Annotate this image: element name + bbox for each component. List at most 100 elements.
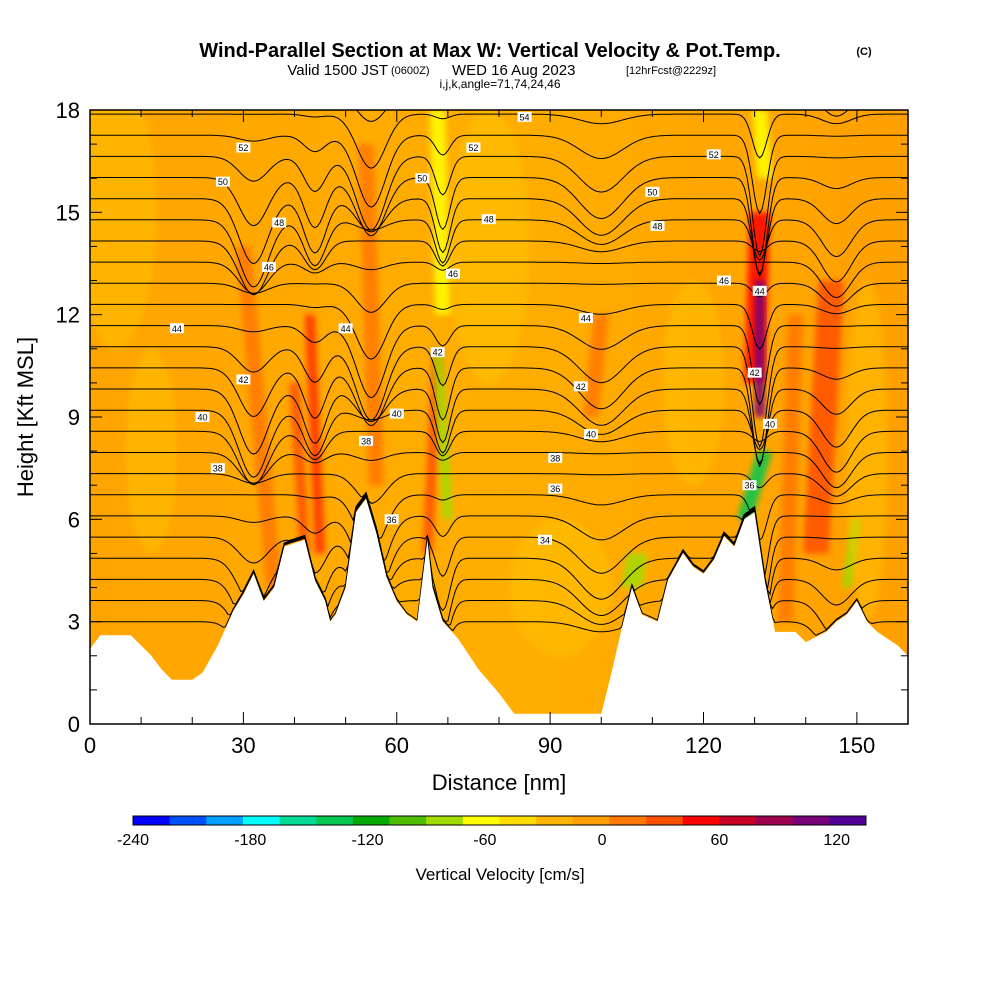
valid-time: Valid 1500 JST	[287, 62, 388, 79]
contour-label: 44	[752, 285, 767, 296]
velocity-patch	[125, 348, 177, 554]
contour-label: 36	[548, 483, 563, 494]
contour-label-box	[466, 142, 481, 153]
contour-label-text: 52	[468, 143, 478, 153]
contour-label: 52	[706, 149, 721, 160]
contour-label-text: 48	[652, 221, 662, 231]
contour-label-box	[169, 323, 184, 334]
colorbar-tick-label: -120	[352, 832, 384, 849]
isentrope-38	[90, 451, 908, 489]
velocity-patch	[662, 280, 724, 486]
contour-label-box	[445, 268, 460, 279]
plot-area: 54 52 52 52 50 50 50 48 48 48 46 46 46 44 44 44 44 42 42 42…	[90, 110, 908, 724]
colorbar-swatch	[279, 816, 317, 825]
contour-label-box	[548, 483, 563, 494]
contour-label-text: 44	[172, 324, 182, 334]
contour-label-text: 40	[197, 413, 207, 423]
velocity-plume	[432, 348, 453, 520]
contour-label: 38	[548, 452, 563, 463]
contour-label-text: 44	[581, 314, 591, 324]
colorbar-swatch	[609, 816, 647, 825]
contour-label-box	[645, 186, 660, 197]
contour-label-box	[215, 176, 230, 187]
contour-label-text: 48	[274, 218, 284, 228]
contour-label: 46	[716, 275, 731, 286]
contour-label-text: 36	[550, 484, 560, 494]
colorbar-swatch	[572, 816, 610, 825]
grid-indices: i,j,k,angle=71,74,24,46	[439, 77, 560, 91]
contour-label-box	[706, 149, 721, 160]
contour-label-text: 44	[755, 286, 765, 296]
contour-label-text: 42	[238, 375, 248, 385]
isentrope-43	[90, 346, 908, 449]
copyright-mark: (C)	[856, 46, 872, 58]
contour-label: 40	[762, 418, 777, 429]
contour-label: 42	[236, 374, 251, 385]
colorbar-tick-label: -180	[234, 832, 266, 849]
contour-label: 38	[210, 463, 225, 474]
contour-label-box	[338, 323, 353, 334]
isentrope-36	[90, 492, 908, 542]
colorbar-swatch	[462, 816, 500, 825]
contour-label-text: 38	[550, 453, 560, 463]
x-tick-label: 60	[385, 733, 409, 758]
colorbar-swatch	[682, 816, 720, 825]
forecast-info: [12hrFcst@2229z]	[626, 65, 716, 77]
contour-label-text: 34	[540, 535, 550, 545]
velocity-plume	[429, 110, 451, 315]
velocity-shading	[90, 110, 888, 656]
x-axis-label: Distance [nm]	[432, 770, 567, 795]
colorbar-swatch	[169, 816, 207, 825]
contour-label-box	[272, 217, 287, 228]
contour-label-text: 46	[264, 262, 274, 272]
colorbar-swatch	[133, 816, 170, 825]
x-tick-label: 90	[538, 733, 562, 758]
colorbar-swatch	[316, 816, 354, 825]
contour-label: 50	[645, 186, 660, 197]
contour-label-text: 50	[218, 177, 228, 187]
colorbar-swatch	[499, 816, 537, 825]
contour-label-box	[716, 275, 731, 286]
isentrope-32	[90, 494, 908, 622]
contour-label-box	[481, 214, 496, 225]
x-tick-label: 120	[685, 733, 722, 758]
colorbar-swatch	[206, 816, 244, 825]
terrain	[90, 498, 908, 724]
colorbar-swatch	[719, 816, 757, 825]
contour-label-box	[430, 347, 445, 358]
colorbar-tick-label: 60	[711, 832, 729, 849]
contour-label-box	[359, 435, 374, 446]
velocity-patch	[846, 280, 888, 622]
isentrope-50	[90, 198, 908, 275]
contour-label: 42	[573, 381, 588, 392]
contour-label-box	[538, 534, 553, 545]
contour-label-box	[548, 452, 563, 463]
contour-label-text: 40	[586, 430, 596, 440]
contour-label: 46	[445, 268, 460, 279]
contour-label-box	[384, 514, 399, 525]
contour-label: 52	[236, 142, 251, 153]
contour-label-box	[517, 111, 532, 122]
contour-label: 42	[430, 347, 445, 358]
colorbar-tick-label: 0	[598, 832, 607, 849]
contour-label-text: 50	[417, 174, 427, 184]
contour-label-text: 40	[392, 409, 402, 419]
contour-label: 42	[747, 367, 762, 378]
contour-label: 48	[650, 220, 665, 231]
isentrope-30	[90, 496, 908, 636]
contour-label-text: 42	[576, 382, 586, 392]
velocity-plume	[777, 314, 804, 622]
isentrope-48	[90, 240, 908, 296]
colorbar-frame	[132, 815, 867, 826]
isentrope-35	[90, 492, 908, 576]
isentrope-53	[90, 134, 908, 215]
contour-label-text: 54	[520, 112, 530, 122]
contour-label-box	[236, 142, 251, 153]
contour-label-box	[747, 367, 762, 378]
colorbar-swatch	[536, 816, 574, 825]
contour-label-text: 42	[750, 368, 760, 378]
velocity-plume	[304, 314, 326, 554]
contour-label-text: 40	[765, 419, 775, 429]
colorbar-tick-label: -60	[473, 832, 496, 849]
